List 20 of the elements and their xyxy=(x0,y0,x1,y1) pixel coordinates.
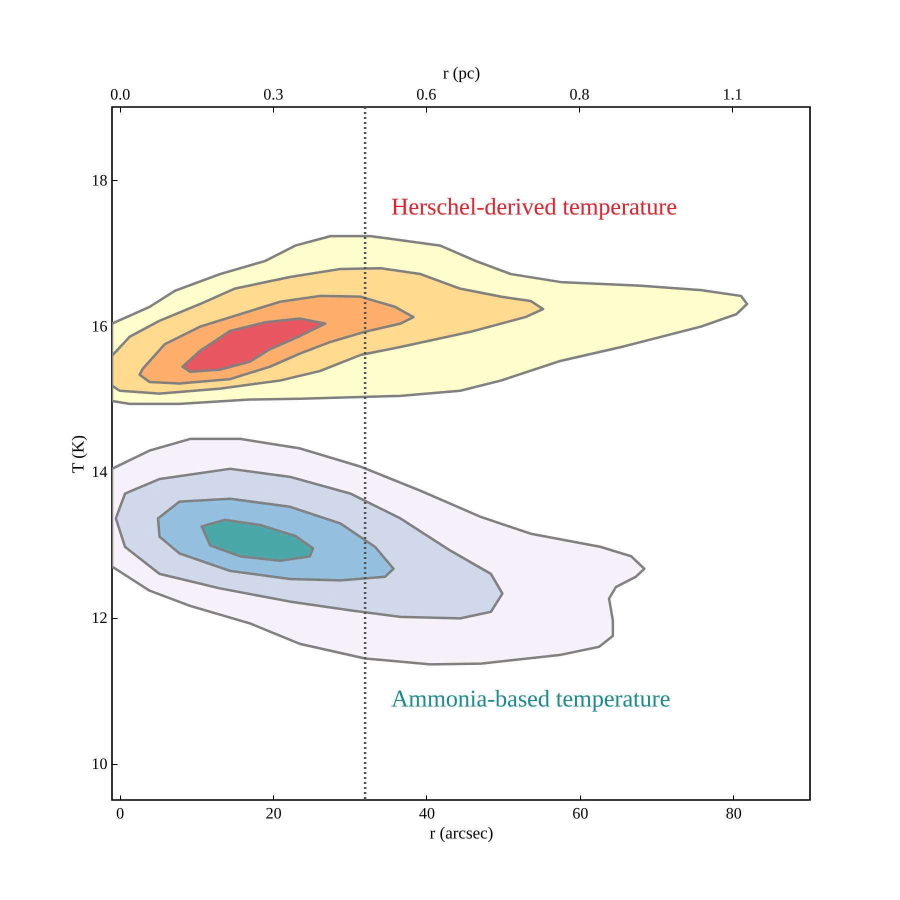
x2-tick-label: 1.1 xyxy=(722,86,743,104)
x2-tick-label: 0.6 xyxy=(416,86,436,104)
annotation: Ammonia-based temperature xyxy=(391,686,670,713)
x2-axis-title: r (pc) xyxy=(442,64,480,82)
x2-tick-label: 0.0 xyxy=(110,86,130,104)
y-tick-label: 16 xyxy=(92,318,108,336)
y-tick-label: 12 xyxy=(92,610,108,628)
x-tick-label: 80 xyxy=(726,806,742,822)
x-tick-label: 60 xyxy=(572,806,588,822)
x-tick-label: 20 xyxy=(266,806,282,822)
x-tick-label: 40 xyxy=(418,806,435,822)
annotation: Herschel-derived temperature xyxy=(391,194,678,220)
y-tick-label: 18 xyxy=(92,172,108,190)
y-tick-label: 10 xyxy=(92,756,108,774)
x-axis-title: r (arcsec) xyxy=(430,824,494,842)
y-axis-title: T (K) xyxy=(68,435,88,473)
y-tick-label: 14 xyxy=(92,464,108,482)
x2-tick-label: 0.8 xyxy=(570,86,590,104)
x-tick-label: 0 xyxy=(116,806,124,822)
x2-tick-label: 0.3 xyxy=(263,86,284,104)
